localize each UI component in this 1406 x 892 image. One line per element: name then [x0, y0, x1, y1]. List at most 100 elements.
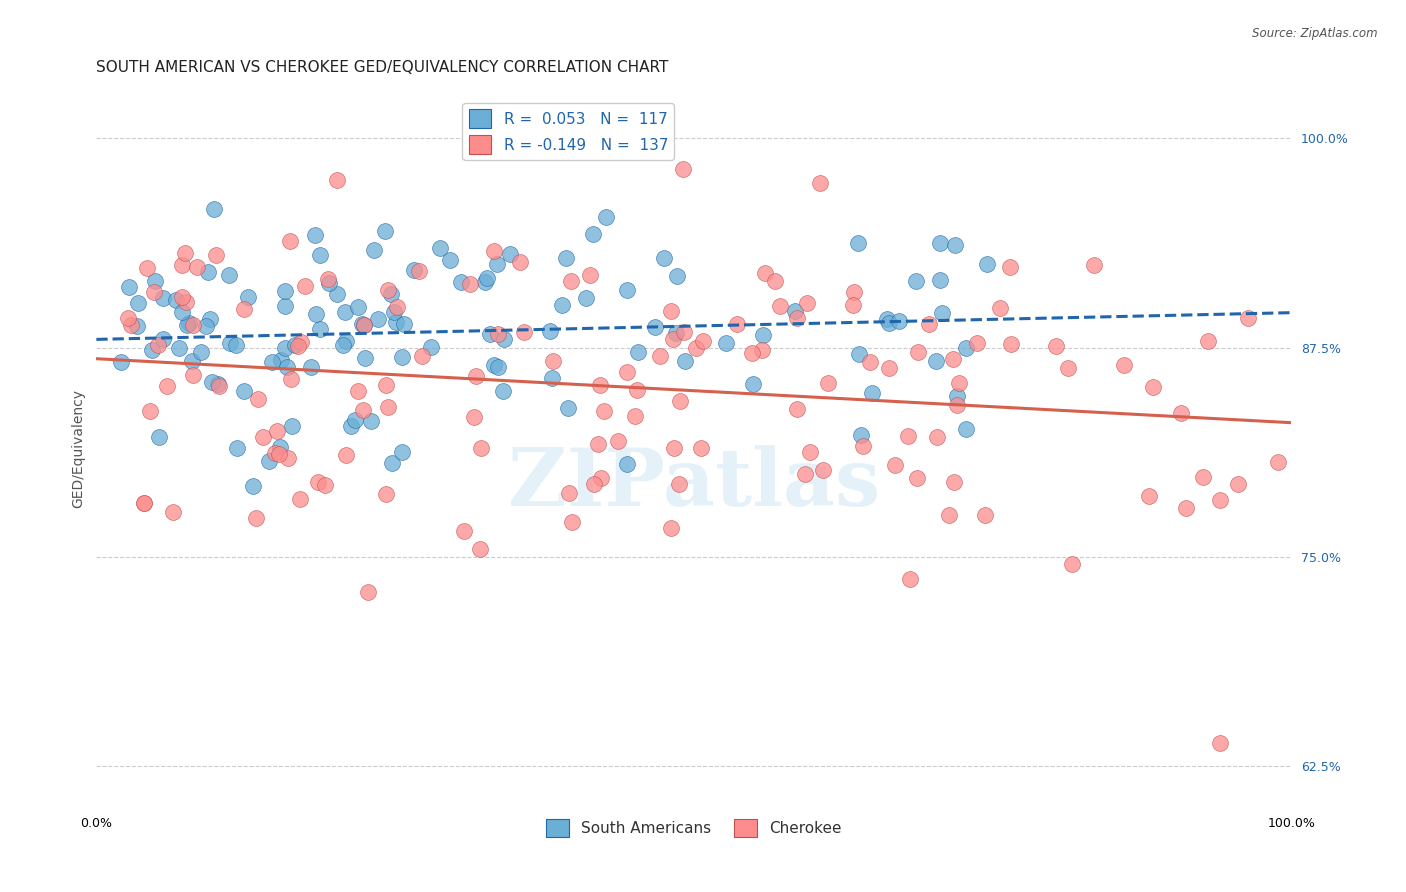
Point — [905, 274, 928, 288]
Point — [973, 508, 995, 522]
Point — [692, 334, 714, 348]
Point — [557, 401, 579, 415]
Point — [165, 293, 187, 307]
Point — [156, 379, 179, 393]
Point — [335, 305, 357, 319]
Point — [132, 496, 155, 510]
Point — [754, 266, 776, 280]
Point — [1174, 501, 1197, 516]
Point — [1170, 407, 1192, 421]
Point — [201, 375, 224, 389]
Point — [281, 419, 304, 434]
Point — [141, 343, 163, 357]
Point — [905, 471, 928, 485]
Point — [849, 427, 872, 442]
Point — [284, 338, 307, 352]
Point — [326, 286, 349, 301]
Point — [177, 316, 200, 330]
Point — [943, 238, 966, 252]
Point — [659, 304, 682, 318]
Point — [190, 345, 212, 359]
Point — [794, 467, 817, 482]
Point — [208, 378, 231, 392]
Point — [877, 316, 900, 330]
Point — [593, 404, 616, 418]
Point — [382, 305, 405, 319]
Point — [1056, 361, 1078, 376]
Point — [808, 176, 831, 190]
Point — [411, 350, 433, 364]
Point — [626, 383, 648, 397]
Point — [318, 277, 340, 291]
Point — [1000, 337, 1022, 351]
Point — [352, 403, 374, 417]
Point — [352, 318, 374, 332]
Point — [356, 585, 378, 599]
Point — [925, 429, 948, 443]
Point — [232, 384, 254, 398]
Point — [917, 317, 939, 331]
Point — [305, 308, 328, 322]
Point — [623, 409, 645, 424]
Text: Source: ZipAtlas.com: Source: ZipAtlas.com — [1253, 27, 1378, 40]
Point — [274, 284, 297, 298]
Point — [307, 475, 329, 489]
Point — [162, 505, 184, 519]
Point — [367, 312, 389, 326]
Point — [665, 268, 688, 283]
Point — [1045, 339, 1067, 353]
Point — [270, 352, 292, 367]
Point — [335, 334, 357, 348]
Point — [118, 280, 141, 294]
Point — [662, 332, 685, 346]
Point — [226, 442, 249, 456]
Point — [1267, 455, 1289, 469]
Point — [453, 524, 475, 539]
Text: ZIPatlas: ZIPatlas — [508, 445, 880, 523]
Point — [690, 441, 713, 455]
Point — [860, 386, 883, 401]
Point — [276, 359, 298, 374]
Point — [499, 247, 522, 261]
Point — [290, 335, 312, 350]
Point — [274, 341, 297, 355]
Point — [851, 439, 873, 453]
Point — [385, 315, 408, 329]
Point — [236, 290, 259, 304]
Point — [294, 279, 316, 293]
Point — [146, 337, 169, 351]
Point — [482, 244, 505, 258]
Point — [685, 341, 707, 355]
Point — [172, 290, 194, 304]
Point — [374, 487, 396, 501]
Point — [478, 326, 501, 341]
Point — [381, 456, 404, 470]
Point — [439, 252, 461, 267]
Point — [955, 342, 977, 356]
Point — [877, 361, 900, 376]
Point — [353, 318, 375, 333]
Point — [181, 368, 204, 383]
Point — [716, 336, 738, 351]
Point — [561, 516, 583, 530]
Point — [763, 274, 786, 288]
Point — [941, 351, 963, 366]
Point — [752, 328, 775, 343]
Point — [482, 358, 505, 372]
Point — [218, 268, 240, 282]
Point — [264, 446, 287, 460]
Point — [392, 317, 415, 331]
Point — [988, 301, 1011, 315]
Point — [946, 389, 969, 403]
Point — [543, 354, 565, 368]
Point — [110, 355, 132, 369]
Point — [257, 454, 280, 468]
Point — [353, 318, 375, 333]
Point — [998, 260, 1021, 275]
Point — [648, 349, 671, 363]
Point — [309, 248, 332, 262]
Point — [174, 294, 197, 309]
Point — [751, 343, 773, 357]
Point — [127, 318, 149, 333]
Point — [326, 173, 349, 187]
